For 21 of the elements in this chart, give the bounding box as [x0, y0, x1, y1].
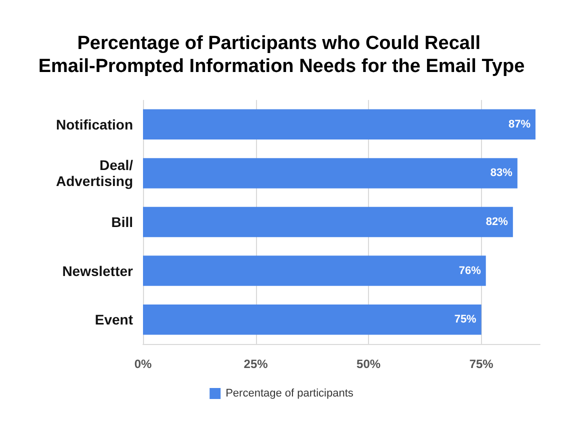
bar	[143, 158, 518, 188]
bar	[143, 304, 482, 335]
y-tick-label: Deal/ Advertising	[56, 157, 134, 190]
x-tick-label: 25%	[244, 357, 268, 371]
bar	[143, 256, 486, 286]
legend-label: Percentage of participants	[226, 388, 354, 400]
y-tick-label: Notification	[56, 116, 133, 132]
y-tick-label: Newsletter	[62, 262, 134, 279]
y-tick-label: Event	[94, 312, 134, 328]
bar	[143, 109, 536, 140]
data-label: 83%	[490, 167, 513, 180]
data-label: 87%	[508, 118, 531, 130]
data-label: 75%	[454, 314, 477, 326]
bar	[143, 206, 513, 238]
x-tick-label: 0%	[134, 357, 152, 371]
data-label: 76%	[458, 264, 482, 277]
y-tick-label: Bill	[111, 214, 133, 230]
x-tick-label: 50%	[356, 357, 381, 371]
chart-title: Percentage of Participants who Could Recall Email-Prompted Information Needs for the Email Type	[38, 33, 525, 77]
x-tick-label: 75%	[469, 357, 494, 371]
data-label: 82%	[486, 216, 508, 228]
